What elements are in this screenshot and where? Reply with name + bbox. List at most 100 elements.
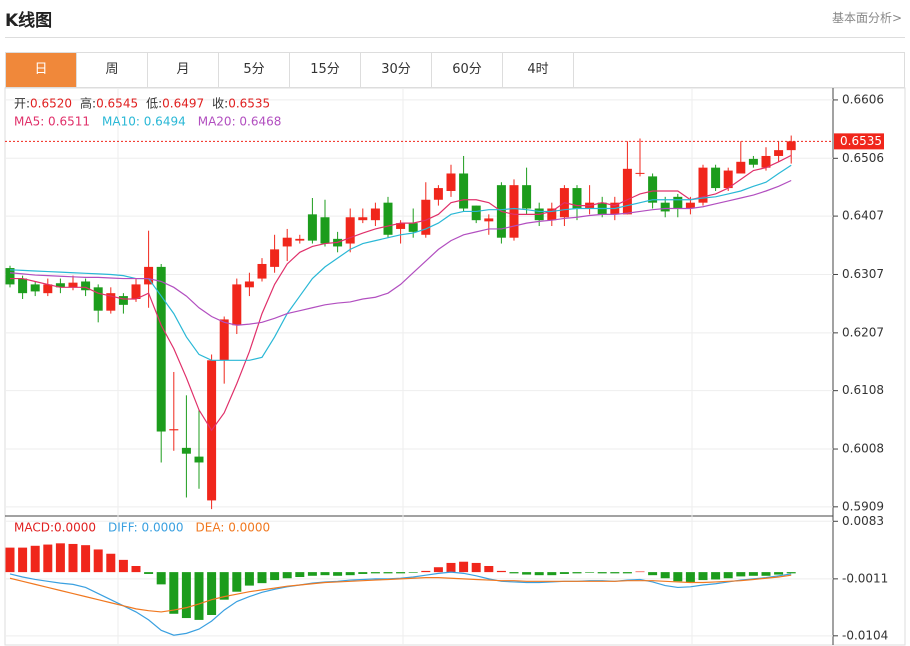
macd-bar bbox=[408, 572, 418, 573]
macd-bar bbox=[522, 572, 532, 575]
macd-bar bbox=[446, 562, 456, 573]
macd-line bbox=[9, 571, 792, 636]
candle-body bbox=[93, 287, 103, 311]
macd-bar bbox=[660, 572, 670, 579]
candle-body bbox=[55, 283, 65, 288]
ma-line bbox=[9, 164, 792, 361]
candle-body bbox=[522, 185, 532, 209]
macd-bar bbox=[81, 545, 91, 573]
last-price-label: 0.6535 bbox=[840, 134, 882, 148]
candle-body bbox=[547, 208, 557, 221]
legend-entry: MACD:0.0000 bbox=[14, 521, 96, 535]
candle-body bbox=[673, 196, 683, 209]
macd-bar bbox=[5, 547, 15, 573]
candle-body bbox=[685, 202, 695, 209]
ma-line bbox=[9, 179, 792, 326]
y-tick-label: 0.6506 bbox=[842, 151, 884, 165]
y-tick-label: 0.6407 bbox=[842, 209, 884, 223]
macd-bar bbox=[118, 559, 128, 573]
macd-bar bbox=[786, 572, 796, 574]
candle-body bbox=[295, 238, 305, 241]
tab[interactable]: 15分 bbox=[290, 53, 361, 87]
candle-body bbox=[736, 161, 746, 174]
macd-bar bbox=[219, 572, 229, 600]
candle-body bbox=[232, 284, 242, 326]
macd-bar bbox=[736, 572, 746, 577]
macd-bar bbox=[232, 572, 242, 592]
candle-body bbox=[144, 266, 154, 285]
macd-bar bbox=[131, 565, 141, 573]
macd-bar bbox=[622, 572, 632, 574]
legend-entry: DIFF: 0.0000 bbox=[108, 521, 184, 535]
macd-bar bbox=[333, 572, 343, 576]
y-tick-label: 0.0083 bbox=[842, 514, 884, 528]
macd-bar bbox=[144, 572, 154, 574]
macd-bar bbox=[673, 572, 683, 582]
candle-body bbox=[698, 167, 708, 203]
fundamental-link[interactable]: 基本面分析> bbox=[831, 11, 902, 25]
macd-bar bbox=[509, 572, 519, 574]
macd-bar bbox=[383, 572, 393, 574]
candle-body bbox=[396, 223, 406, 229]
y-tick-label: 0.6008 bbox=[842, 442, 884, 456]
candle-body bbox=[43, 284, 53, 294]
y-tick-label: 0.6207 bbox=[842, 325, 884, 339]
y-tick-label: 0.6307 bbox=[842, 267, 884, 281]
candle-body bbox=[18, 278, 28, 294]
legend-entry: MA10: 0.6494 bbox=[102, 115, 186, 129]
candle-body bbox=[81, 281, 91, 291]
tab[interactable]: 60分 bbox=[432, 53, 503, 87]
candle-body bbox=[219, 319, 229, 361]
candle-body bbox=[307, 214, 317, 241]
info-value: 0.6520 bbox=[30, 97, 72, 111]
info-label: 开: bbox=[14, 97, 30, 111]
candle-body bbox=[131, 284, 141, 299]
tab[interactable]: 30分 bbox=[361, 53, 432, 87]
macd-bar bbox=[169, 572, 179, 614]
macd-bar bbox=[459, 561, 469, 573]
macd-bar bbox=[43, 544, 53, 573]
candle-body bbox=[194, 456, 204, 463]
candle-body bbox=[660, 202, 670, 212]
macd-bar bbox=[270, 572, 280, 581]
tab[interactable]: 周 bbox=[77, 53, 148, 87]
tab[interactable]: 日 bbox=[6, 53, 77, 87]
candle-body bbox=[723, 170, 733, 189]
info-label: 收: bbox=[212, 97, 228, 111]
macd-bar bbox=[774, 572, 784, 575]
tab[interactable]: 4时 bbox=[503, 53, 574, 87]
candle-body bbox=[408, 223, 418, 232]
y-tick-label: -0.0011 bbox=[842, 571, 888, 585]
last-price-box bbox=[834, 133, 884, 150]
candle-body bbox=[421, 199, 431, 235]
macd-bar bbox=[68, 543, 78, 573]
macd-bar bbox=[282, 572, 292, 579]
macd-bar bbox=[610, 572, 620, 574]
macd-bar bbox=[307, 572, 317, 576]
candle-body bbox=[509, 185, 519, 238]
tab[interactable]: 月 bbox=[148, 53, 219, 87]
macd-bar bbox=[207, 572, 217, 615]
candle-body bbox=[30, 284, 40, 292]
y-tick-label: 0.6606 bbox=[842, 92, 884, 106]
candle-body bbox=[433, 188, 443, 200]
tab[interactable]: 5分 bbox=[219, 53, 290, 87]
macd-bar bbox=[723, 572, 733, 579]
candle-body bbox=[244, 281, 254, 288]
macd-bar bbox=[496, 570, 506, 573]
macd-bar bbox=[295, 572, 305, 578]
macd-bar bbox=[194, 572, 204, 620]
macd-bar bbox=[471, 562, 481, 573]
macd-bar bbox=[396, 572, 406, 574]
candle-body bbox=[181, 447, 191, 454]
candle-body bbox=[270, 249, 280, 267]
info-value: 0.6497 bbox=[162, 97, 204, 111]
candle-body bbox=[257, 263, 267, 279]
y-tick-label: 0.5909 bbox=[842, 499, 884, 513]
info-value: 0.6545 bbox=[96, 97, 138, 111]
macd-bar bbox=[761, 572, 771, 576]
candle-body bbox=[484, 218, 494, 222]
y-tick-label: 0.6108 bbox=[842, 383, 884, 397]
